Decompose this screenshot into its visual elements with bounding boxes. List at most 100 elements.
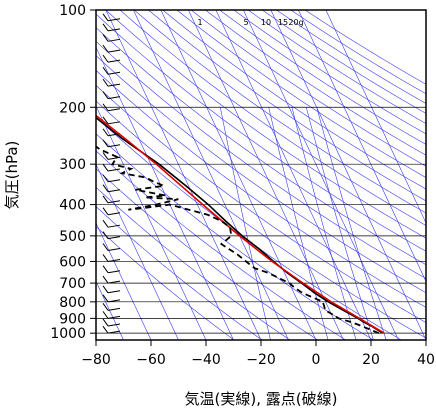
wind-barb-staff bbox=[107, 212, 121, 216]
wind-barb-staff bbox=[107, 258, 121, 262]
dry-adiabat-line bbox=[148, 10, 426, 202]
dry-adiabat-line bbox=[276, 10, 426, 104]
wind-barb-flag bbox=[102, 54, 109, 63]
x-tick-label: −40 bbox=[191, 352, 221, 368]
dry-adiabat-line bbox=[96, 100, 426, 339]
wind-barb-staff bbox=[107, 323, 121, 327]
wind-barb-staff bbox=[107, 200, 121, 204]
wind-barb-flag bbox=[102, 34, 109, 42]
wind-barb-staff bbox=[107, 59, 121, 63]
mixing-ratio-line bbox=[316, 107, 387, 340]
y-tick-label: 200 bbox=[59, 100, 86, 116]
y-tick-label: 900 bbox=[59, 311, 86, 327]
wind-barb-staff bbox=[107, 189, 121, 193]
dry-adiabat-line bbox=[96, 13, 426, 252]
dry-adiabat-line bbox=[119, 10, 426, 226]
dry-adiabat-line bbox=[96, 206, 263, 340]
wind-barb-flag bbox=[102, 285, 109, 294]
wind-barb-staff bbox=[107, 96, 121, 100]
wind-barb-staff bbox=[107, 71, 121, 75]
wind-barb-flag bbox=[102, 128, 109, 137]
dry-adiabat-line bbox=[176, 10, 426, 178]
plot-frame bbox=[95, 9, 427, 341]
dry-adiabat-line bbox=[96, 55, 426, 294]
wind-barb-flag bbox=[102, 265, 109, 273]
isotherm-line bbox=[133, 10, 289, 340]
wind-barb-flag bbox=[102, 195, 109, 204]
wind-barbs bbox=[102, 10, 121, 334]
wind-barb-staff bbox=[107, 179, 121, 183]
dry-adiabat-line bbox=[219, 10, 426, 145]
isotherm-line bbox=[96, 280, 124, 340]
x-tick-label: 0 bbox=[312, 352, 321, 368]
dry-adiabat-line bbox=[96, 27, 426, 266]
isotherm-line bbox=[270, 10, 426, 340]
wind-barb-staff bbox=[107, 38, 121, 42]
wind-barb-flag bbox=[102, 243, 109, 251]
wind-barb-staff bbox=[107, 290, 121, 294]
mixing-ratio-label: 1 bbox=[197, 18, 202, 27]
wind-barb-staff bbox=[107, 330, 121, 334]
dry-adiabat-line bbox=[105, 10, 426, 239]
wind-barb-flag bbox=[102, 163, 109, 172]
y-axis-title: 気圧(hPa) bbox=[3, 141, 21, 210]
wind-barb-staff bbox=[107, 28, 121, 32]
wind-barb-flag bbox=[102, 231, 109, 239]
parcel-red-line bbox=[96, 114, 385, 334]
y-tick-label: 700 bbox=[59, 276, 86, 292]
wind-barb-flag bbox=[102, 207, 109, 215]
wind-barb-flag bbox=[107, 10, 108, 11]
wind-barb-flag bbox=[102, 311, 109, 319]
wind-barb-staff bbox=[107, 248, 121, 252]
wind-barb-staff bbox=[107, 315, 121, 319]
x-axis-title: 気温(実線), 露点(破線) bbox=[185, 390, 338, 408]
isotherm-line bbox=[243, 10, 399, 340]
wind-barb-flag bbox=[102, 152, 109, 160]
wind-barb-staff bbox=[107, 49, 121, 53]
x-tick-label: −60 bbox=[136, 352, 166, 368]
mixing-ratio-line bbox=[306, 107, 374, 340]
temperature-solid-line bbox=[96, 116, 384, 334]
wind-barb-flag bbox=[102, 139, 109, 148]
dewpoint-dashed-line bbox=[96, 145, 380, 335]
wind-barb-flag bbox=[102, 23, 109, 32]
dry-adiabat-line bbox=[233, 10, 426, 135]
isotherm-line bbox=[105, 10, 262, 340]
mixing-ratio-label: 20g bbox=[288, 18, 303, 27]
mixing-ratio-label: 15 bbox=[278, 18, 288, 27]
wind-barb-flag bbox=[102, 303, 109, 311]
wind-barb-flag bbox=[102, 174, 109, 183]
dry-adiabat-line bbox=[96, 133, 374, 340]
wind-barb-flag bbox=[102, 275, 109, 284]
mixing-ratio-label: 5 bbox=[243, 18, 248, 27]
wind-barb-staff bbox=[107, 236, 121, 240]
isotherm-line bbox=[160, 10, 317, 340]
x-axis-ticks: −80 −60 −40 −20 0 20 40 bbox=[81, 340, 435, 368]
wind-barb-staff bbox=[107, 299, 121, 303]
dry-adiabat-line bbox=[96, 150, 346, 340]
y-tick-label: 800 bbox=[59, 295, 86, 311]
dry-adiabat-line bbox=[96, 40, 426, 279]
y-tick-label: 1000 bbox=[50, 326, 86, 342]
mixing-ratio-line bbox=[291, 107, 357, 340]
wind-barb-staff bbox=[107, 133, 121, 137]
wind-barb-staff bbox=[107, 224, 121, 228]
mixing-ratio-line bbox=[268, 107, 329, 340]
wind-barb-flag bbox=[102, 103, 109, 112]
dry-adiabat-line bbox=[205, 10, 426, 156]
isotherm-line bbox=[96, 105, 207, 340]
isotherm-line bbox=[96, 163, 179, 340]
wind-barb-staff bbox=[107, 83, 121, 87]
dry-adiabat-line bbox=[96, 226, 235, 340]
x-tick-label: −80 bbox=[81, 352, 111, 368]
wind-barb-flag bbox=[102, 13, 109, 22]
isotherm-line bbox=[215, 10, 372, 340]
wind-barb-staff bbox=[107, 270, 121, 274]
y-tick-label: 100 bbox=[59, 3, 86, 19]
dry-adiabat-line bbox=[96, 116, 402, 340]
wind-barb-staff bbox=[107, 307, 121, 311]
y-tick-label: 400 bbox=[59, 198, 86, 214]
wind-barb-staff bbox=[107, 108, 121, 112]
wind-barb-staff bbox=[107, 121, 121, 125]
dry-adiabat-line bbox=[134, 10, 426, 214]
